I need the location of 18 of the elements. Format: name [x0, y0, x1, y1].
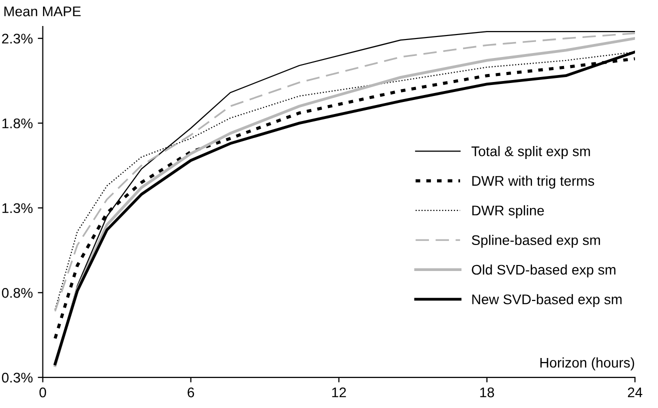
y-axis-title: Mean MAPE [4, 6, 81, 16]
y-tick-label: 1.8% [2, 118, 33, 128]
x-tick-label: 24 [628, 387, 642, 398]
x-tick-label: 12 [332, 387, 346, 398]
y-tick-label: 0.3% [2, 372, 33, 383]
x-tick-label: 0 [39, 387, 46, 398]
x-tick-label: 18 [480, 387, 494, 398]
legend-label: Spline-based exp sm [472, 234, 600, 248]
legend-label: Old SVD-based exp sm [472, 264, 616, 278]
x-tick-label: 6 [188, 387, 194, 398]
x-axis-title: Horizon (hours) [540, 357, 634, 370]
y-tick-label: 0.8% [2, 288, 33, 298]
y-tick-label: 2.3% [2, 34, 33, 44]
legend-label: DWR spline [472, 205, 544, 218]
legend-label: DWR with trig terms [472, 176, 594, 189]
legend-label: New SVD-based exp sm [472, 294, 622, 308]
y-tick-label: 1.3% [2, 203, 33, 214]
legend-label: Total & split exp sm [471, 146, 590, 159]
